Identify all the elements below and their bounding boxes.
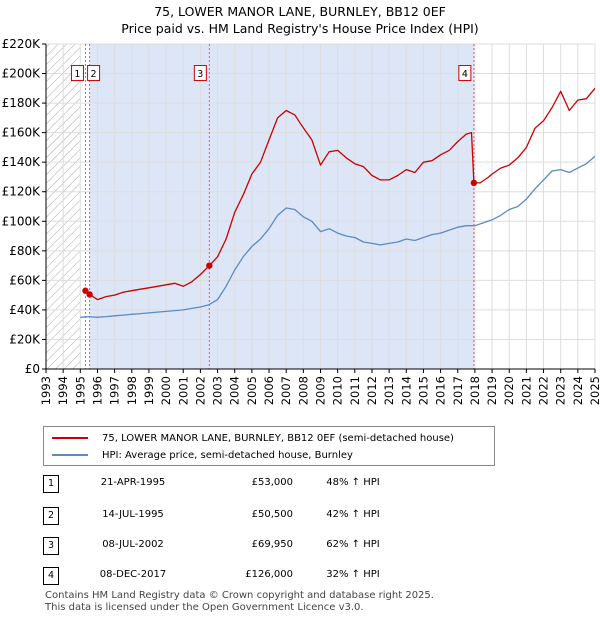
x-tick-label: 1996 [90, 376, 104, 405]
x-tick-label: 1999 [142, 376, 156, 405]
transaction-date: 14-JUL-1995 [102, 509, 164, 520]
transaction-price: £50,500 [251, 509, 293, 520]
x-tick-label: 2012 [365, 376, 379, 405]
transaction-number: 1 [43, 475, 59, 493]
x-tick-label: 2003 [211, 376, 225, 405]
x-tick-label: 2007 [279, 376, 293, 405]
marker-box [70, 65, 84, 82]
x-tick-label: 2010 [331, 376, 345, 405]
x-tick-label: 2022 [537, 376, 551, 405]
x-tick-label: 2008 [296, 376, 310, 405]
x-tick-label: 2013 [382, 376, 396, 405]
y-tick-label: £180K [2, 96, 42, 110]
transaction-number: 4 [43, 567, 59, 585]
transaction-hpi: 62% ↑ HPI [326, 539, 380, 550]
x-tick-label: 2009 [314, 376, 328, 405]
transaction-price: £126,000 [245, 569, 293, 580]
transaction-number: 2 [43, 507, 59, 525]
x-tick-label: 2016 [434, 376, 448, 405]
x-tick-label: 2005 [245, 376, 259, 405]
transaction-hpi: 42% ↑ HPI [326, 509, 380, 520]
x-tick-label: 2020 [502, 376, 516, 405]
transaction-hpi: 32% ↑ HPI [326, 569, 380, 580]
marker-box [193, 65, 207, 82]
y-tick-label: £20K [9, 332, 41, 346]
y-tick-label: £80K [9, 244, 41, 258]
x-tick-label: 2011 [348, 376, 362, 405]
marker-number: 4 [462, 69, 468, 80]
y-tick-label: £60K [9, 273, 41, 287]
chart-legend: 75, LOWER MANOR LANE, BURNLEY, BB12 0EF … [43, 426, 495, 466]
footer-licence: This data is licensed under the Open Gov… [45, 602, 364, 613]
marker-label: 2 [87, 65, 101, 82]
y-tick-label: £40K [9, 303, 41, 317]
x-tick-label: 2001 [176, 376, 190, 405]
legend-label-property: 75, LOWER MANOR LANE, BURNLEY, BB12 0EF … [102, 432, 454, 444]
y-tick-label: £100K [2, 214, 42, 228]
x-tick-label: 2017 [451, 376, 465, 405]
x-tick-label: 2023 [554, 376, 568, 405]
shaded-region [89, 44, 210, 369]
marker-label: 1 [70, 65, 84, 82]
y-tick-label: £220K [2, 37, 42, 51]
marker-box [87, 65, 101, 82]
x-tick-label: 1998 [125, 376, 139, 405]
hpi-line [80, 155, 595, 318]
x-tick-label: 2024 [571, 376, 585, 405]
marker-number: 1 [74, 69, 80, 80]
x-tick-label: 2000 [159, 376, 173, 405]
y-tick-label: £200K [2, 67, 42, 81]
x-tick-label: 1994 [56, 376, 70, 405]
marker-label: 4 [458, 65, 472, 82]
transaction-price: £69,950 [251, 539, 293, 550]
transaction-price: £53,000 [251, 477, 293, 488]
y-tick-label: £120K [2, 185, 42, 199]
transaction-date: 08-DEC-2017 [99, 569, 167, 580]
marker-label: 3 [193, 65, 207, 82]
marker-box [458, 65, 472, 82]
marker-number: 2 [91, 69, 97, 80]
marker-number: 3 [197, 69, 203, 80]
transaction-date: 08-JUL-2002 [102, 539, 164, 550]
legend-label-hpi: HPI: Average price, semi-detached house,… [102, 449, 353, 461]
sale-point [82, 287, 89, 294]
x-tick-label: 2025 [588, 376, 600, 405]
transaction-hpi: 48% ↑ HPI [326, 477, 380, 488]
sale-point [470, 179, 478, 187]
chart-subtitle: Price paid vs. HM Land Registry's House … [121, 21, 479, 36]
x-tick-label: 2006 [262, 376, 276, 405]
legend-item-property: 75, LOWER MANOR LANE, BURNLEY, BB12 0EF … [52, 430, 454, 446]
footer-copyright: Contains HM Land Registry data © Crown c… [45, 590, 434, 601]
legend-swatch-property [52, 437, 88, 439]
property-price-line [85, 87, 595, 301]
transaction-date: 21-APR-1995 [100, 477, 166, 488]
x-tick-label: 2014 [399, 376, 413, 405]
x-tick-label: 2019 [485, 376, 499, 405]
transaction-number: 3 [43, 537, 59, 555]
sale-point [86, 291, 93, 298]
x-tick-label: 1995 [73, 376, 87, 405]
x-tick-label: 2015 [416, 376, 430, 405]
x-tick-label: 2004 [228, 376, 242, 405]
y-tick-label: £160K [2, 126, 42, 140]
legend-item-hpi: HPI: Average price, semi-detached house,… [52, 447, 353, 463]
x-tick-label: 2018 [468, 376, 482, 405]
x-tick-label: 1997 [108, 376, 122, 405]
chart-title: 75, LOWER MANOR LANE, BURNLEY, BB12 0EF [154, 4, 446, 19]
sale-point [206, 262, 213, 269]
x-tick-label: 2002 [193, 376, 207, 405]
legend-swatch-hpi [52, 454, 88, 456]
y-tick-label: £0 [25, 362, 40, 376]
x-tick-label: 1993 [39, 376, 53, 405]
y-tick-label: £140K [2, 155, 42, 169]
x-tick-label: 2021 [519, 376, 533, 405]
shaded-region [209, 44, 474, 369]
